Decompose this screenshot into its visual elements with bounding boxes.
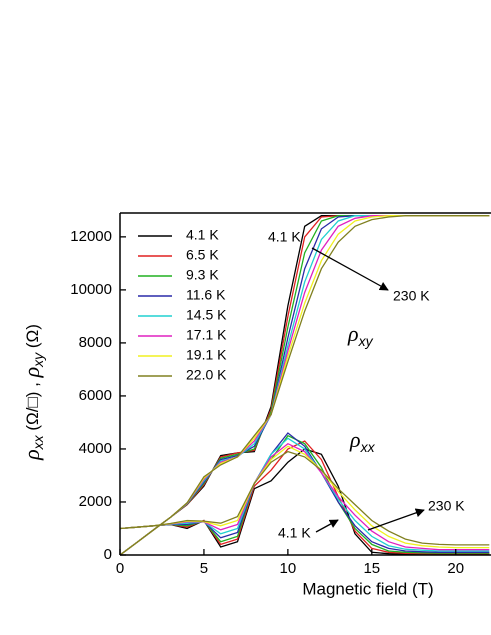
- rho-part: ρ: [349, 427, 361, 452]
- x-tick-label: 5: [200, 560, 208, 577]
- y-title-part: xy: [30, 352, 46, 368]
- annotation: 230 K: [393, 288, 430, 304]
- x-tick-label: 20: [447, 560, 464, 577]
- y-tick-label: 10000: [70, 281, 112, 298]
- x-tick-label: 15: [363, 560, 380, 577]
- annotation: ρxy: [347, 321, 374, 349]
- y-tick-label: 2000: [79, 493, 112, 510]
- plot-area: [119, 215, 490, 556]
- x-tick-label: 0: [116, 560, 124, 577]
- rho-xx-line: [119, 440, 490, 555]
- rho-part: xy: [358, 333, 374, 349]
- y-axis-title: ρxx (Ω/□) , ρxy (Ω): [19, 324, 46, 461]
- rho-xy-line: [119, 215, 490, 556]
- rho-xx-line: [119, 432, 490, 553]
- legend-label: 22.0 K: [186, 367, 227, 383]
- y-title-part: (Ω/□) ,: [23, 377, 42, 435]
- y-tick-label: 4000: [79, 440, 112, 457]
- rho-xx-line: [119, 434, 490, 554]
- legend-label: 9.3 K: [186, 267, 219, 283]
- legend-label: 6.5 K: [186, 247, 219, 263]
- legend-label: 11.6 K: [186, 287, 226, 303]
- x-axis-title: Magnetic field (T): [302, 579, 433, 598]
- annotation: 4.1 K: [268, 229, 301, 245]
- rho-xx-line: [119, 437, 490, 552]
- annotation: ρxx: [349, 427, 376, 455]
- arrow: [311, 247, 389, 291]
- arrow: [367, 508, 425, 531]
- y-title-part: ρ: [19, 367, 44, 379]
- rho-part: ρ: [347, 321, 359, 346]
- x-tick-label: 10: [280, 560, 297, 577]
- y-title-part: xx: [30, 434, 46, 450]
- arrow: [315, 519, 339, 533]
- y-tick-label: 6000: [79, 387, 112, 404]
- y-tick-label: 12000: [70, 228, 112, 245]
- annotation: 230 K: [428, 498, 465, 514]
- y-title-part: (Ω): [23, 324, 42, 353]
- y-tick-label: 0: [104, 546, 112, 563]
- rho-xx-line: [119, 450, 490, 546]
- y-tick-label: 8000: [79, 334, 112, 351]
- legend-label: 19.1 K: [186, 347, 227, 363]
- y-title-part: ρ: [19, 449, 44, 461]
- legend-label: 17.1 K: [186, 327, 227, 343]
- legend-label: 14.5 K: [186, 307, 227, 323]
- legend-label: 4.1 K: [186, 227, 219, 243]
- annotation: 4.1 K: [278, 525, 311, 541]
- rho-part: xx: [360, 439, 376, 455]
